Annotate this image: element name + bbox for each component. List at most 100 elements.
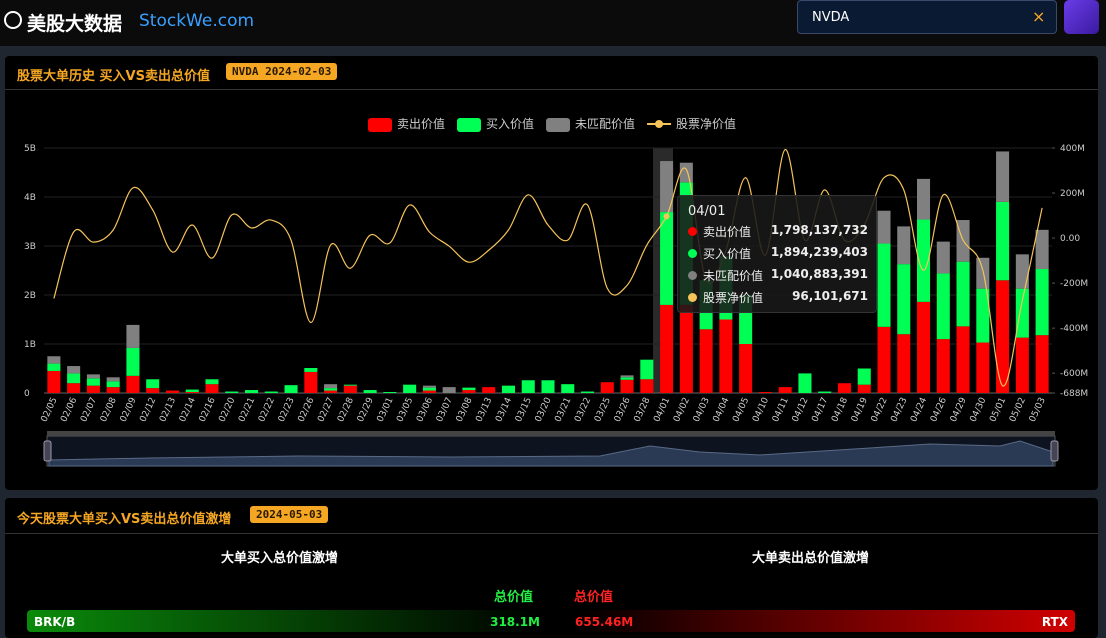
search-box[interactable]: NVDA × xyxy=(797,0,1057,34)
bar-segment xyxy=(422,390,436,393)
bar-segment xyxy=(936,339,950,393)
x-tick-label: 03/21 xyxy=(553,396,573,424)
bar-segment xyxy=(837,383,851,393)
y2-tick-label: -600M xyxy=(1060,369,1088,379)
app-icon[interactable] xyxy=(1064,0,1099,34)
x-tick-label: 02/28 xyxy=(336,396,356,424)
x-tick-label: 04/29 xyxy=(949,396,969,424)
sell-heading: 大单卖出总价值激增 xyxy=(752,551,870,566)
x-tick-label: 02/06 xyxy=(59,396,79,424)
bar-segment xyxy=(343,385,357,393)
bar-segment xyxy=(324,388,338,391)
bar-segment xyxy=(47,356,61,364)
bar-segment xyxy=(185,389,199,393)
bar-segment xyxy=(422,387,436,391)
x-tick-label: 03/13 xyxy=(474,396,494,424)
bar-segment xyxy=(245,390,259,393)
tooltip-dot xyxy=(688,293,697,302)
x-tick-label: 03/08 xyxy=(455,396,475,424)
logo[interactable]: 美股大数据 xyxy=(27,13,123,35)
bar-segment xyxy=(620,377,634,380)
x-tick-label: 05/01 xyxy=(988,396,1008,424)
bar-segment xyxy=(897,334,911,393)
legend-label: 买入价值 xyxy=(486,116,534,131)
bar-segment xyxy=(600,382,614,393)
clear-button[interactable]: × xyxy=(1032,7,1046,26)
buy-column: 总价值 xyxy=(494,590,534,605)
bar-segment xyxy=(304,371,318,393)
y-tick-label: 0 xyxy=(24,389,30,399)
bar-segment xyxy=(67,366,81,374)
x-tick-label: 04/01 xyxy=(652,396,672,424)
bar-segment xyxy=(956,326,970,393)
legend-swatch xyxy=(368,118,392,132)
x-tick-label: 04/22 xyxy=(870,396,890,424)
x-tick-label: 03/06 xyxy=(415,396,435,424)
bar-segment xyxy=(620,379,634,393)
tooltip-name: 股票净价值 xyxy=(703,291,764,305)
bar-segment xyxy=(620,375,634,378)
legend-swatch xyxy=(457,118,482,132)
legend-dot xyxy=(655,120,664,128)
y2-tick-label: 200M xyxy=(1060,189,1085,199)
bar-segment xyxy=(581,391,595,393)
legend-label: 未匹配价值 xyxy=(575,116,635,131)
x-tick-label: 03/01 xyxy=(376,396,396,424)
bar-segment xyxy=(86,378,100,386)
bar-segment xyxy=(739,344,753,393)
bar-segment xyxy=(936,273,950,340)
bar-segment xyxy=(343,384,357,386)
divider xyxy=(5,533,1098,534)
bar-segment xyxy=(106,387,120,393)
bar-segment xyxy=(877,326,891,393)
x-tick-label: 02/26 xyxy=(297,396,317,424)
tooltip-dot xyxy=(688,271,697,280)
bar-segment xyxy=(976,342,990,393)
bar-segment xyxy=(976,288,990,343)
symbol: BRK/B xyxy=(34,615,76,629)
bar-segment xyxy=(422,385,436,388)
net-value-line xyxy=(53,148,1043,387)
bar-segment xyxy=(917,178,931,220)
site-name[interactable]: StockWe.com xyxy=(139,11,255,31)
legend-label: 卖出价值 xyxy=(397,116,445,131)
tooltip-name: 卖出价值 xyxy=(703,225,752,239)
x-tick-label: 04/02 xyxy=(672,396,692,424)
zoom-bar[interactable] xyxy=(47,431,1055,436)
panel-badge: NVDA 2024-02-03 xyxy=(226,63,338,80)
bar-segment xyxy=(205,379,219,385)
zoom-handle[interactable] xyxy=(43,440,52,462)
sell-row[interactable]: 655.46M RTX xyxy=(575,610,1075,632)
x-tick-label: 02/05 xyxy=(40,396,60,424)
x-tick-label: 04/19 xyxy=(850,396,870,424)
tooltip-value: 1,894,239,403 xyxy=(770,245,868,259)
bar-segment xyxy=(205,384,219,393)
x-tick-label: 03/05 xyxy=(395,396,415,424)
tooltip-value: 1,040,883,391 xyxy=(770,267,868,281)
symbol: RTX xyxy=(1041,615,1068,629)
x-tick-label: 02/07 xyxy=(79,396,99,424)
tooltip-name: 未匹配价值 xyxy=(703,269,764,283)
panel-badge: 2024-05-03 xyxy=(250,506,329,523)
tooltip: 04/01 卖出价值 1,798,137,732 买入价值 1,894,239,403… xyxy=(677,195,877,313)
legend-swatch xyxy=(546,118,571,132)
bar-segment xyxy=(956,261,970,327)
bar-segment xyxy=(1015,288,1029,338)
bar-segment xyxy=(126,347,140,376)
tooltip-row: 股票净价值 96,101,671 xyxy=(688,288,868,308)
bar-segment xyxy=(778,387,792,393)
bar-segment xyxy=(660,304,674,393)
bar-segment xyxy=(561,384,575,393)
x-tick-label: 04/03 xyxy=(692,396,712,424)
buy-row[interactable]: BRK/B 318.1M xyxy=(27,610,540,632)
x-tick-label: 03/25 xyxy=(593,396,613,424)
zoom-handle[interactable] xyxy=(1050,440,1059,462)
bar-segment xyxy=(679,304,693,393)
tooltip-dot xyxy=(688,249,697,258)
x-tick-label: 04/12 xyxy=(791,396,811,424)
bar-segment xyxy=(897,226,911,265)
bar-segment xyxy=(264,391,278,393)
hover-point xyxy=(663,213,670,220)
x-tick-label: 04/11 xyxy=(771,396,791,424)
x-tick-label: 02/14 xyxy=(178,396,198,424)
